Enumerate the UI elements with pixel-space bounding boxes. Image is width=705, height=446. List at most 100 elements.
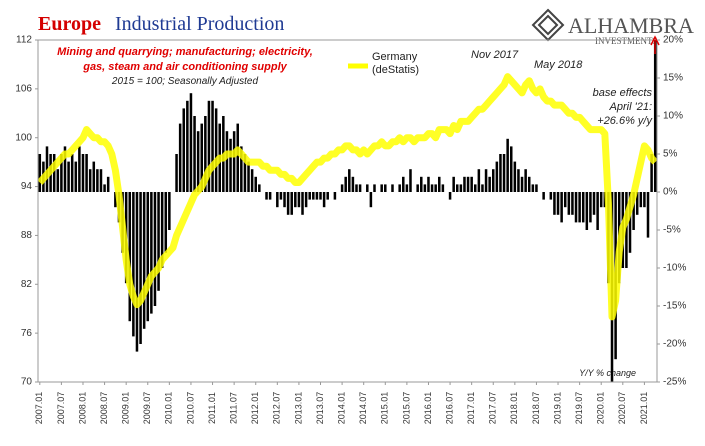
bar [481, 184, 484, 192]
y-tick-label: 94 [21, 181, 33, 192]
bar [243, 154, 247, 192]
bar [430, 184, 434, 192]
bar [315, 192, 319, 200]
bar [502, 154, 506, 192]
x-tick-label: 2015.01 [380, 392, 390, 425]
bar [254, 176, 257, 192]
bar [459, 184, 463, 192]
annotation: Nov 2017 [471, 49, 519, 61]
x-tick-label: 2010.07 [185, 392, 195, 425]
bar [373, 184, 376, 192]
bar [301, 192, 304, 215]
x-tick-label: 2019.01 [552, 392, 562, 425]
bar [135, 192, 139, 352]
bar [358, 184, 362, 192]
bar [150, 192, 153, 314]
x-tick-label: 2012.01 [250, 392, 260, 425]
bar [427, 176, 430, 192]
bar [416, 184, 419, 192]
bar [160, 192, 164, 268]
x-tick-label: 2013.07 [315, 392, 325, 425]
bar [520, 176, 524, 192]
bar [200, 123, 204, 192]
callout: April '21: [609, 101, 652, 113]
bar [477, 169, 481, 192]
bar [279, 192, 283, 200]
logo-tag: INVESTMENTS [595, 36, 658, 46]
bar [542, 192, 545, 200]
logo-icon [531, 8, 565, 42]
bar [225, 131, 229, 192]
bar [405, 184, 409, 192]
bar [509, 146, 513, 192]
x-tick-label: 2015.07 [401, 392, 411, 425]
x-tick-label: 2013.01 [293, 392, 303, 425]
bar [488, 176, 491, 192]
chart-title: Industrial Production [115, 13, 284, 35]
bar [211, 100, 214, 192]
bar [531, 184, 535, 192]
bar [326, 192, 329, 200]
bar [639, 192, 643, 208]
bar [348, 169, 351, 192]
bar [38, 154, 42, 192]
bar [157, 192, 160, 291]
bar [438, 176, 441, 192]
y2-tick-label: -15% [663, 301, 686, 312]
bar [70, 154, 74, 192]
bar [240, 146, 243, 192]
bar [351, 176, 355, 192]
y2-tick-label: 20% [663, 35, 683, 46]
x-tick-label: 2019.07 [574, 392, 584, 425]
bar [268, 192, 272, 200]
bar [153, 192, 157, 306]
plot-frame [37, 39, 658, 383]
bar [333, 192, 337, 200]
bar [294, 192, 297, 208]
bar [556, 192, 560, 215]
bar [653, 40, 657, 193]
bar [286, 192, 290, 215]
bar [92, 161, 96, 192]
bar [578, 192, 581, 223]
y2-tick-label: 0% [663, 187, 678, 198]
bar [290, 192, 293, 215]
bar [384, 184, 387, 192]
x-tick-label: 2021.01 [639, 392, 649, 425]
bar [441, 184, 445, 192]
bar [484, 169, 488, 192]
bar [632, 192, 635, 230]
bar [369, 192, 373, 208]
bar [527, 176, 531, 192]
bar [340, 184, 344, 192]
x-tick-label: 2016.07 [444, 392, 454, 425]
bar [549, 192, 553, 200]
bar [88, 169, 92, 192]
bar [448, 192, 452, 200]
bar [535, 184, 538, 192]
y2-tick-label: -25% [663, 377, 686, 388]
y-tick-label: 100 [15, 132, 32, 143]
bar [193, 116, 196, 192]
y-tick-label: 70 [21, 377, 33, 388]
bar [106, 176, 110, 192]
bar [409, 169, 412, 192]
bar [96, 169, 99, 192]
bar [204, 116, 207, 192]
bar [574, 192, 578, 223]
bar [132, 192, 135, 337]
callout: +26.6% y/y [597, 115, 653, 127]
bar [146, 192, 150, 322]
bar [452, 176, 455, 192]
bar [265, 192, 268, 200]
bar [168, 192, 171, 230]
x-tick-label: 2010.01 [164, 392, 174, 425]
bar [312, 192, 315, 200]
bar [571, 192, 574, 215]
bar [142, 192, 146, 329]
bar [189, 93, 193, 192]
x-tick-label: 2008.07 [99, 392, 109, 425]
bar [495, 161, 499, 192]
bar [599, 192, 603, 208]
